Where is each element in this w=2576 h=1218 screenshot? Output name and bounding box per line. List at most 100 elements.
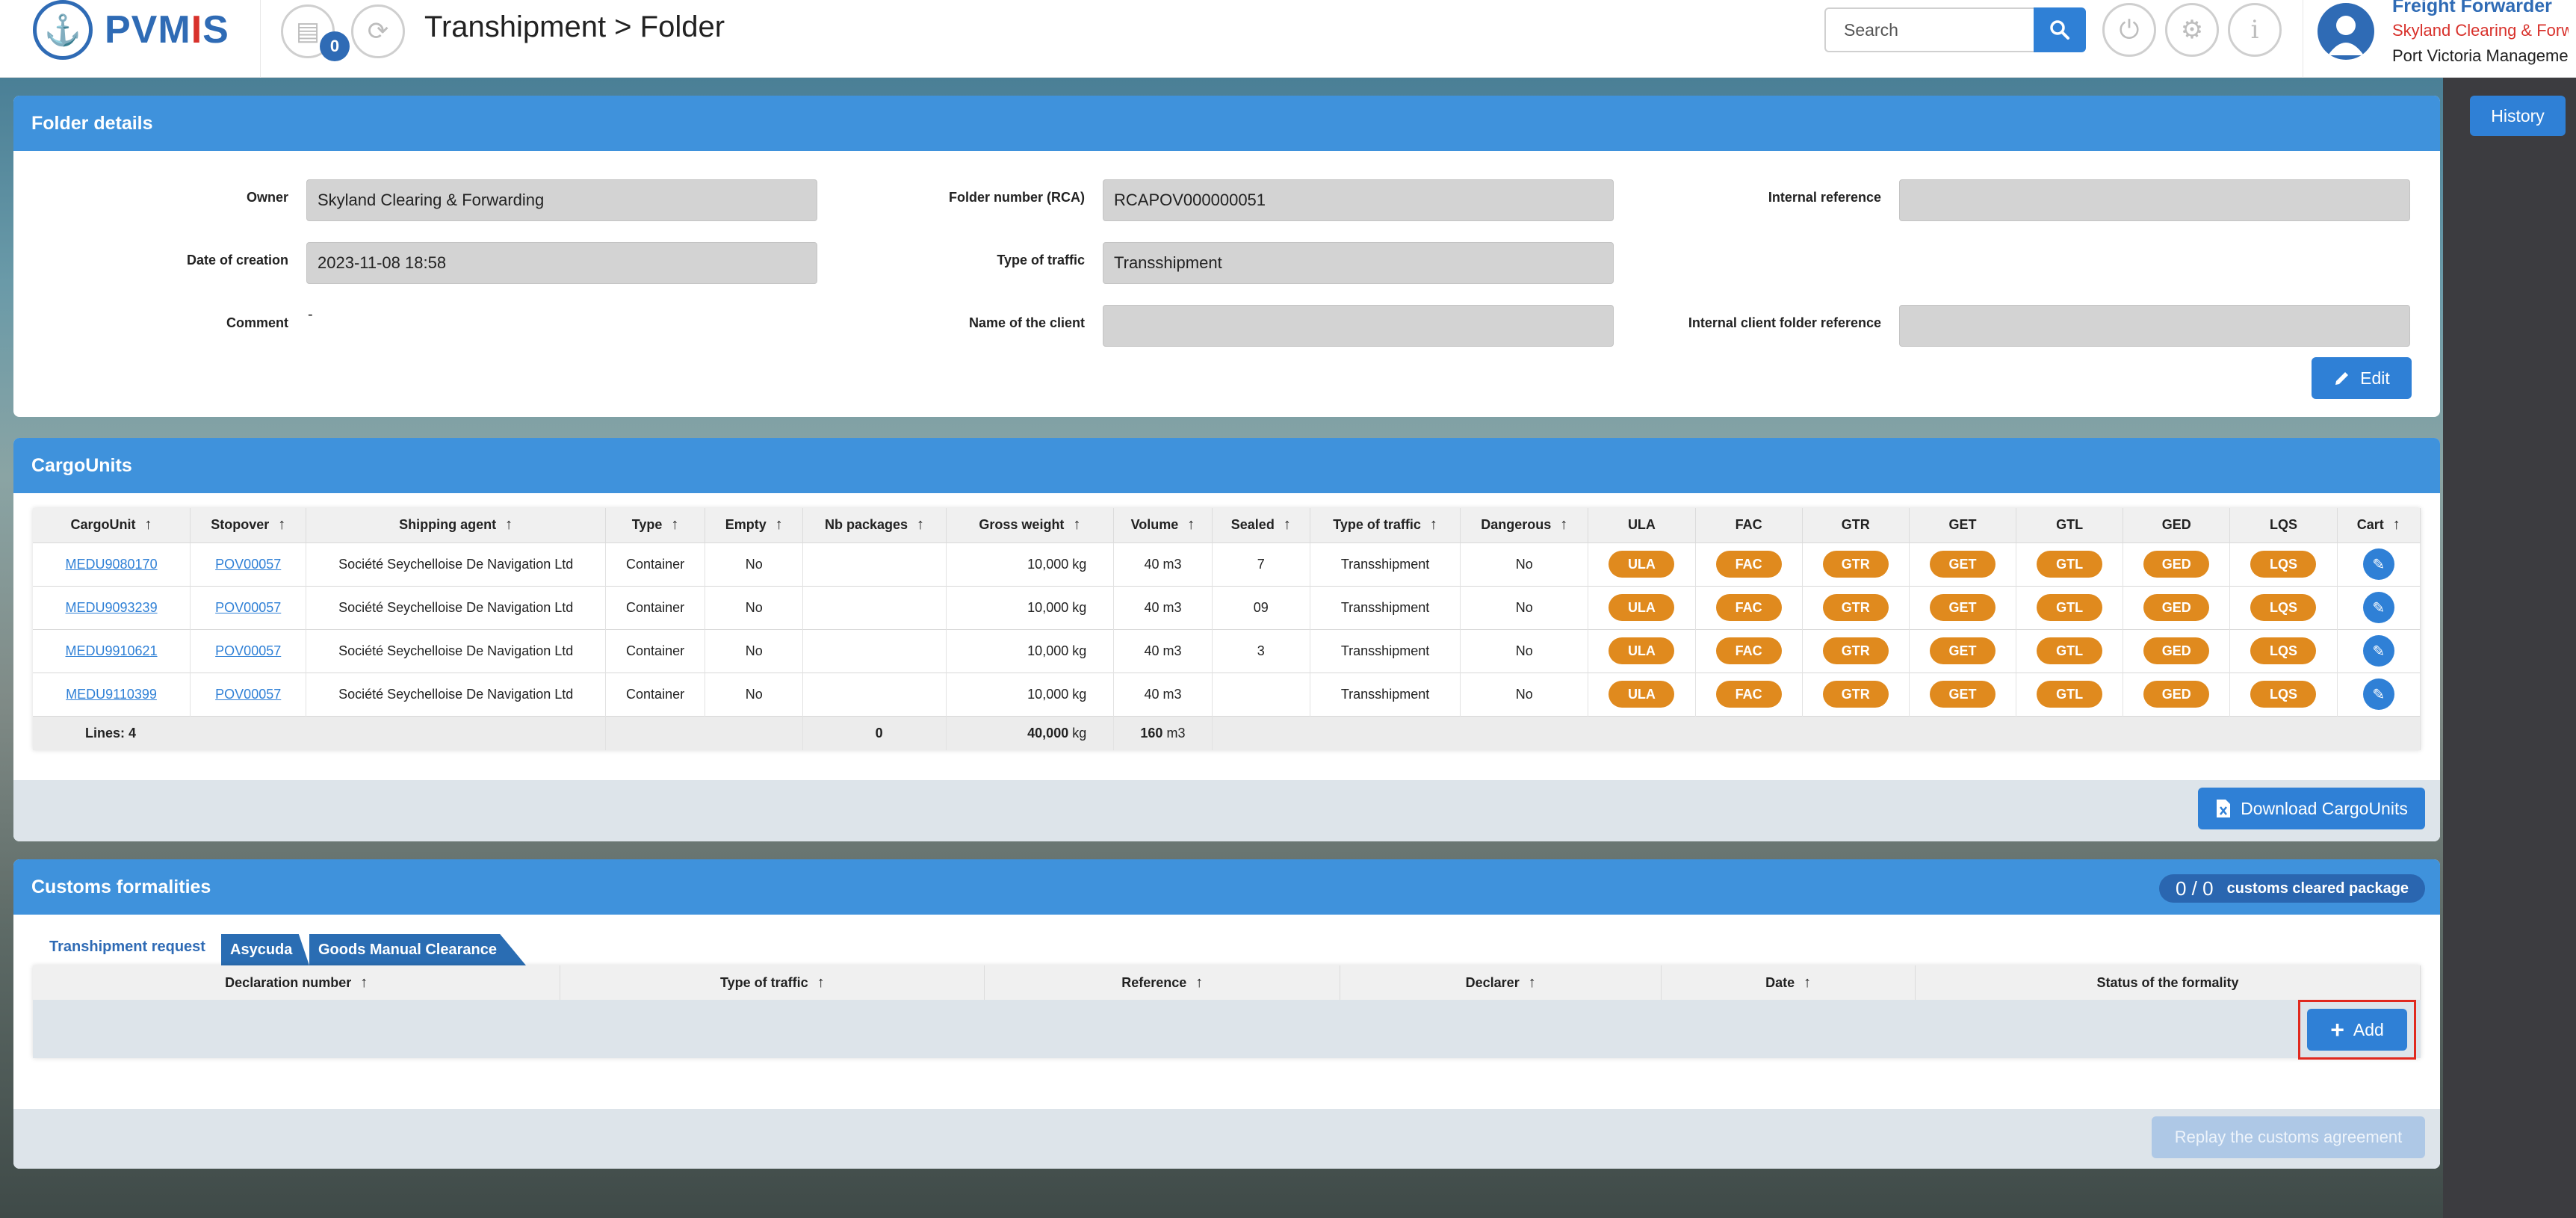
cart-edit-icon[interactable]: ✎ xyxy=(2362,635,2394,667)
lqs-button[interactable]: LQS xyxy=(2250,594,2317,621)
sort-arrow-icon[interactable]: ↑ xyxy=(917,516,925,534)
cart-edit-icon[interactable]: ✎ xyxy=(2362,548,2394,580)
column-header-volume[interactable]: Volume ↑ xyxy=(1113,508,1213,542)
settings-button[interactable]: ⚙ xyxy=(2165,3,2219,57)
cell-unit[interactable]: MEDU9110399 xyxy=(33,672,191,716)
download-cargo-units-button[interactable]: Download CargoUnits xyxy=(2198,788,2425,829)
get-button[interactable]: GET xyxy=(1929,594,1996,621)
sort-arrow-icon[interactable]: ↑ xyxy=(1528,974,1536,991)
cell-stopover[interactable]: POV00057 xyxy=(190,672,307,716)
sort-arrow-icon[interactable]: ↑ xyxy=(360,974,368,991)
ula-button[interactable]: ULA xyxy=(1609,681,1675,708)
column-header-nb-packages[interactable]: Nb packages ↑ xyxy=(802,508,947,542)
gtr-button[interactable]: GTR xyxy=(1822,681,1889,708)
search-button[interactable] xyxy=(2034,7,2086,52)
add-formality-button[interactable]: + Add xyxy=(2307,1009,2407,1051)
fac-button[interactable]: FAC xyxy=(1715,551,1782,578)
fac-button[interactable]: FAC xyxy=(1715,681,1782,708)
customs-column-declarer[interactable]: Declarer ↑ xyxy=(1340,965,1662,1000)
fac-button[interactable]: FAC xyxy=(1715,594,1782,621)
fac-button[interactable]: FAC xyxy=(1715,637,1782,664)
column-header-cargounit[interactable]: CargoUnit ↑ xyxy=(33,508,191,542)
lqs-button[interactable]: LQS xyxy=(2250,681,2317,708)
cell-stopover[interactable]: POV00057 xyxy=(190,628,307,673)
column-header-type-of-traffic[interactable]: Type of traffic ↑ xyxy=(1310,508,1461,542)
gtl-button[interactable]: GTL xyxy=(2037,637,2103,664)
ged-button[interactable]: GED xyxy=(2143,637,2210,664)
pvmis-logo[interactable]: ⚓ PVMIS xyxy=(33,0,229,60)
history-button[interactable]: History xyxy=(2470,96,2566,136)
sort-arrow-icon[interactable]: ↑ xyxy=(1560,516,1568,534)
search-input[interactable] xyxy=(1824,7,2034,52)
sort-arrow-icon[interactable]: ↑ xyxy=(775,516,783,534)
sort-arrow-icon[interactable]: ↑ xyxy=(1073,516,1081,534)
ula-button[interactable]: ULA xyxy=(1609,594,1675,621)
lqs-button[interactable]: LQS xyxy=(2250,637,2317,664)
cell-stopover[interactable]: POV00057 xyxy=(190,585,307,629)
replay-customs-agreement-button[interactable]: Replay the customs agreement xyxy=(2152,1116,2425,1158)
refresh-icon: ⟳ xyxy=(367,17,389,46)
sort-arrow-icon[interactable]: ↑ xyxy=(1187,516,1195,534)
column-header-type[interactable]: Type ↑ xyxy=(605,508,706,542)
ged-button[interactable]: GED xyxy=(2143,551,2210,578)
gtl-button[interactable]: GTL xyxy=(2037,551,2103,578)
sort-arrow-icon[interactable]: ↑ xyxy=(1283,516,1291,534)
column-header-empty[interactable]: Empty ↑ xyxy=(705,508,804,542)
sort-arrow-icon[interactable]: ↑ xyxy=(2392,516,2400,534)
cell-unit[interactable]: MEDU9080170 xyxy=(33,542,191,586)
column-header-shipping-agent[interactable]: Shipping agent ↑ xyxy=(306,508,606,542)
column-header-cart[interactable]: Cart ↑ xyxy=(2337,508,2421,542)
info-button[interactable]: i xyxy=(2228,3,2282,57)
cell-dangerous: No xyxy=(1460,672,1589,716)
get-button[interactable]: GET xyxy=(1929,551,1996,578)
get-button[interactable]: GET xyxy=(1929,681,1996,708)
refresh-button[interactable]: ⟳ xyxy=(351,4,405,58)
cart-edit-icon[interactable]: ✎ xyxy=(2362,678,2394,710)
sort-arrow-icon[interactable]: ↑ xyxy=(144,516,152,534)
ula-button[interactable]: ULA xyxy=(1609,551,1675,578)
customs-column-date[interactable]: Date ↑ xyxy=(1661,965,1916,1000)
gtr-button[interactable]: GTR xyxy=(1822,594,1889,621)
ged-button[interactable]: GED xyxy=(2143,681,2210,708)
sort-arrow-icon[interactable]: ↑ xyxy=(1195,974,1204,991)
edit-button[interactable]: Edit xyxy=(2312,357,2412,399)
user-avatar[interactable] xyxy=(2318,3,2374,60)
gtr-button[interactable]: GTR xyxy=(1822,551,1889,578)
gtl-button[interactable]: GTL xyxy=(2037,594,2103,621)
cell-stopover[interactable]: POV00057 xyxy=(190,542,307,586)
tab-asycuda[interactable]: Asycuda xyxy=(221,934,309,965)
customs-column-status-of-the-formality: Status of the formality xyxy=(1915,965,2421,1000)
sort-arrow-icon[interactable]: ↑ xyxy=(1803,974,1812,991)
ula-button[interactable]: ULA xyxy=(1609,637,1675,664)
tab-transhipment-request[interactable]: Transhipment request xyxy=(49,939,205,955)
customs-column-declaration-number[interactable]: Declaration number ↑ xyxy=(33,965,561,1000)
column-header-stopover[interactable]: Stopover ↑ xyxy=(190,508,307,542)
column-header-dangerous[interactable]: Dangerous ↑ xyxy=(1460,508,1589,542)
sort-arrow-icon[interactable]: ↑ xyxy=(278,516,286,534)
logout-button[interactable]: ⏻ xyxy=(2102,3,2156,57)
column-header-sealed[interactable]: Sealed ↑ xyxy=(1212,508,1310,542)
sort-arrow-icon[interactable]: ↑ xyxy=(671,516,679,534)
ged-button[interactable]: GED xyxy=(2143,594,2210,621)
tab-goods-manual-clearance[interactable]: Goods Manual Clearance xyxy=(309,934,526,965)
cell-unit[interactable]: MEDU9093239 xyxy=(33,585,191,629)
cell-gtr: GTR xyxy=(1802,628,1910,673)
cell-cart: ✎ xyxy=(2337,585,2421,629)
cart-edit-icon[interactable]: ✎ xyxy=(2362,592,2394,623)
sort-arrow-icon[interactable]: ↑ xyxy=(1429,516,1437,534)
customs-column-type-of-traffic[interactable]: Type of traffic ↑ xyxy=(560,965,985,1000)
lqs-button[interactable]: LQS xyxy=(2250,551,2317,578)
cell-volume: 40 m3 xyxy=(1113,585,1213,629)
user-organization: Skyland Clearing & Forwarding xyxy=(2392,21,2569,40)
power-icon: ⏻ xyxy=(2119,15,2140,44)
cell-unit[interactable]: MEDU9910621 xyxy=(33,628,191,673)
cargo-units-footer xyxy=(13,780,2440,841)
gtr-button[interactable]: GTR xyxy=(1822,637,1889,664)
user-icon xyxy=(2328,16,2364,55)
customs-column-reference[interactable]: Reference ↑ xyxy=(984,965,1341,1000)
column-header-gross-weight[interactable]: Gross weight ↑ xyxy=(946,508,1115,542)
get-button[interactable]: GET xyxy=(1929,637,1996,664)
gtl-button[interactable]: GTL xyxy=(2037,681,2103,708)
sort-arrow-icon[interactable]: ↑ xyxy=(817,974,825,991)
sort-arrow-icon[interactable]: ↑ xyxy=(505,516,513,534)
